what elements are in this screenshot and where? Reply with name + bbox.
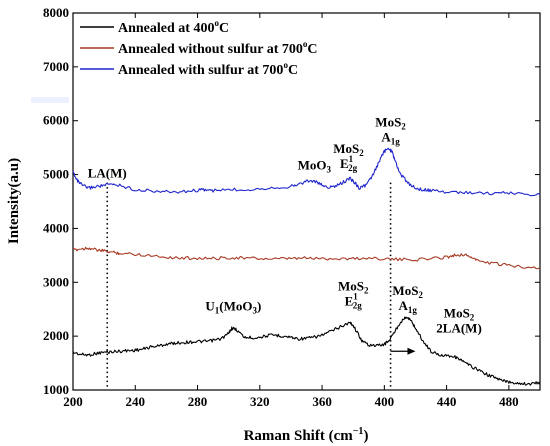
y-axis-ticks: 1000 2000 3000 4000 5000 6000 7000 8000 [43,5,540,397]
series-line-2 [72,246,541,270]
legend: Annealed at 400oC Annealed without sulfur… [31,18,318,103]
annotation-label: LA(M) [88,165,127,180]
x-tick-label: 200 [63,394,83,409]
annotation-label: MoO3 [298,158,332,175]
y-tick-label: 3000 [43,274,69,289]
legend-entry-3: Annealed with sulfur at 700oC [118,60,298,78]
legend-entry-1: Annealed at 400oC [118,18,229,36]
series-lines [72,147,541,386]
annotation-label: MoS2 [338,278,369,295]
y-tick-label: 7000 [43,59,69,74]
dotted-guides [106,182,392,390]
annotation-label: MoS2 [444,305,475,322]
annotation-label: U1(MoO3) [205,298,261,315]
series-line-3 [72,147,541,197]
legend-highlight [31,97,69,103]
y-tick-label: 5000 [43,167,69,182]
annotation-label: MoS2 [333,141,364,158]
y-tick-label: 8000 [43,5,69,20]
shift-arrow-head [407,347,416,355]
annotation-label: MoS2 [375,115,406,132]
x-tick-label: 240 [126,394,146,409]
x-tick-label: 440 [437,394,457,409]
annotation-label: MoS2 [392,283,423,300]
y-tick-label: 2000 [43,328,69,343]
x-tick-label: 360 [312,394,332,409]
annotation-label-line2: A1g [398,298,417,315]
y-tick-label: 4000 [43,220,69,235]
annotation-label-line2: 2LA(M) [436,320,482,335]
x-tick-label: 400 [375,394,395,409]
annotation-label-line2: E1 2g [340,154,358,173]
x-axis-title: Raman Shift (cm−1) [244,426,369,444]
x-tick-label: 280 [188,394,208,409]
plot-frame [72,12,541,391]
legend-entry-2: Annealed without sulfur at 700oC [118,39,318,57]
x-tick-label: 480 [499,394,519,409]
y-tick-label: 6000 [43,113,69,128]
x-tick-label: 320 [250,394,270,409]
annotation-label-line2: E1 2g [345,291,363,310]
y-tick-label: 1000 [43,382,69,397]
series-line-1 [72,316,541,386]
y-axis-title: Intensity(a.u) [6,158,22,244]
annotation-label-line2: A1g [381,130,400,147]
x-axis-ticks: 200 240 280 320 360 400 440 480 [63,13,519,409]
